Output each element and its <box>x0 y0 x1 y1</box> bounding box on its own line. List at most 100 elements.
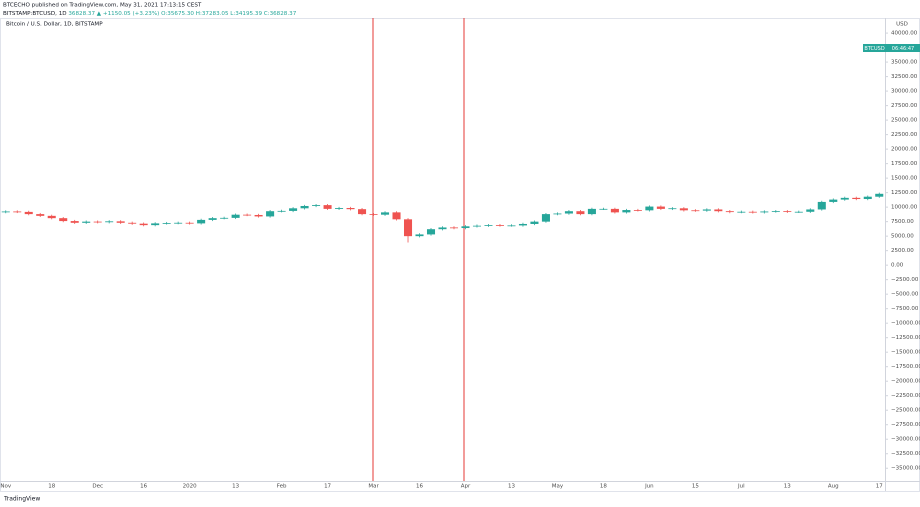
y-tick-label: 15000.00 <box>891 176 918 182</box>
candle-body <box>185 222 194 224</box>
candle-body <box>794 211 803 213</box>
chart-title: Bitcoin / U.S. Dollar, 1D, BITSTAMP <box>6 22 103 28</box>
x-tick-label: May <box>552 484 564 490</box>
candle-body <box>518 223 527 226</box>
candle-body <box>197 219 206 224</box>
x-tick-label: 13 <box>784 484 791 490</box>
candle-body <box>426 229 436 235</box>
candle-body <box>266 211 275 217</box>
x-tick-label: Feb <box>277 484 287 490</box>
y-tick-label: −12500.00 <box>891 335 920 341</box>
candle-body <box>277 210 286 212</box>
candle-body <box>116 221 125 223</box>
candle-body <box>300 205 309 209</box>
y-tick-label: 22500.00 <box>891 132 918 138</box>
candle-body <box>668 208 677 210</box>
x-tick-label: 16 <box>140 484 147 490</box>
candle-body <box>369 214 378 215</box>
chart-frame <box>0 18 920 492</box>
y-tick-label: 27500.00 <box>891 103 918 109</box>
candle-body <box>725 211 734 213</box>
candle-body <box>415 234 424 237</box>
candle-body <box>679 208 688 211</box>
candle-body <box>174 222 183 224</box>
y-tick-label: 35000.00 <box>891 60 918 66</box>
x-tick-label: Dec <box>92 484 103 490</box>
y-tick-label: 17500.00 <box>891 161 918 167</box>
candle-body <box>852 197 861 200</box>
candle-body <box>59 218 68 222</box>
candle-body <box>656 206 665 209</box>
y-tick-label: 12500.00 <box>891 190 918 196</box>
candle-body <box>645 206 654 211</box>
candle-body <box>139 223 148 226</box>
y-tick-label: 20000.00 <box>891 147 918 153</box>
candle-body <box>760 211 769 213</box>
symbol: BITSTAMP:BTCUSD, 1D <box>3 11 67 17</box>
x-tick-label: 2020 <box>183 484 197 490</box>
y-tick-label: −7500.00 <box>891 306 919 312</box>
candle-body <box>358 209 367 215</box>
candle-body <box>70 221 79 223</box>
x-tick-label: 15 <box>692 484 699 490</box>
x-tick-label: Mar <box>368 484 379 490</box>
candle-body <box>162 223 171 224</box>
candle-body <box>691 210 700 212</box>
candle-body <box>622 210 631 213</box>
candle-body <box>553 213 562 215</box>
candle-body <box>806 209 815 212</box>
y-tick-label: 25000.00 <box>891 118 918 124</box>
footer-brand: TradingView <box>3 496 40 503</box>
candle-body <box>231 214 240 218</box>
y-tick-label: −2500.00 <box>891 277 919 283</box>
candle-body <box>783 211 792 213</box>
y-tick-label: −27500.00 <box>891 422 920 428</box>
x-tick-label: 16 <box>416 484 423 490</box>
y-tick-label: −5000.00 <box>891 292 919 298</box>
candle-body <box>105 221 114 223</box>
candle-body <box>151 223 160 226</box>
candle-body <box>403 219 413 237</box>
y-tick-label: −32500.00 <box>891 451 920 457</box>
price-tag-symbol-bg <box>863 44 886 52</box>
candle-body <box>817 201 826 210</box>
price-tag-bg <box>886 44 920 52</box>
y-tick-label: 7500.00 <box>891 219 914 225</box>
candle-body <box>449 227 459 229</box>
candle-body <box>541 214 550 222</box>
y-tick-label: −10000.00 <box>891 321 920 327</box>
candle-body <box>461 226 470 229</box>
candle-body <box>335 208 344 209</box>
candle-body <box>208 218 217 220</box>
candle-body <box>323 205 332 209</box>
candle-body <box>576 211 585 215</box>
candle-body <box>829 199 838 202</box>
y-tick-label: −30000.00 <box>891 437 920 443</box>
published-line: BTCECHO published on TradingView.com, Ma… <box>3 3 202 9</box>
y-tick-label: 30000.00 <box>891 89 918 95</box>
x-tick-label: Jul <box>737 484 745 490</box>
candle-body <box>530 221 539 224</box>
y-tick-label: −22500.00 <box>891 393 920 399</box>
price-tag-countdown: 06:46:47 <box>892 46 914 52</box>
candle-body <box>507 225 516 227</box>
candle-body <box>381 212 390 215</box>
x-tick-label: Jun <box>644 484 654 490</box>
candle-body <box>47 215 56 219</box>
candle-body <box>392 212 401 220</box>
y-tick-label: −20000.00 <box>891 379 920 385</box>
candle-body <box>93 221 102 223</box>
candle-body <box>128 222 137 224</box>
candle-body <box>82 221 91 223</box>
x-tick-label: Nov <box>0 484 11 490</box>
candle-body <box>484 225 493 226</box>
y-tick-label: 0.00 <box>891 263 904 269</box>
candle-body <box>748 211 757 213</box>
x-tick-label: Aug <box>828 484 839 490</box>
x-tick-label: 18 <box>48 484 55 490</box>
candle-body <box>714 209 723 212</box>
candle-body <box>863 196 872 200</box>
y-tick-label: 10000.00 <box>891 205 918 211</box>
y-tick-label: 40000.00 <box>891 31 918 37</box>
